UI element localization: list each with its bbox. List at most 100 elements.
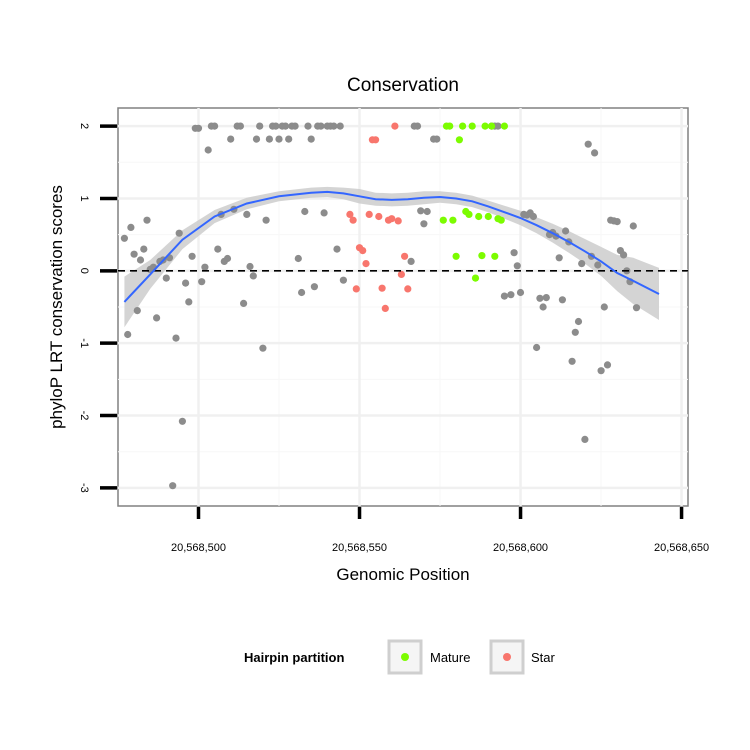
data-point-mature xyxy=(449,216,457,224)
data-point-other xyxy=(246,262,254,271)
data-point-other xyxy=(140,245,148,253)
data-point-mature xyxy=(465,210,473,218)
data-point-mature xyxy=(481,122,489,130)
data-point-other xyxy=(136,256,145,264)
axes: 20,568,500 20,568,550 20,568,600 20,568,650… xyxy=(78,123,709,554)
data-point-other xyxy=(500,292,508,300)
data-point-other xyxy=(568,357,576,365)
legend-label-mature: Mature xyxy=(430,650,470,665)
data-point-other xyxy=(182,279,190,287)
data-point-other xyxy=(153,314,161,322)
data-point-other xyxy=(259,344,267,352)
data-point-other xyxy=(201,263,209,271)
y-axis-title: phyloP LRT conservation scores xyxy=(47,185,66,429)
data-point-other xyxy=(591,149,599,157)
data-point-other xyxy=(256,122,264,130)
data-point-other xyxy=(620,251,628,259)
data-point-other xyxy=(433,135,441,143)
data-point-mature xyxy=(446,122,454,130)
y-tick-label: -3 xyxy=(78,483,90,493)
confidence-ribbon-layer xyxy=(124,186,659,328)
data-point-other xyxy=(516,288,525,297)
y-tick-label: 2 xyxy=(78,123,90,129)
data-point-star xyxy=(349,216,357,224)
data-point-other xyxy=(214,245,222,253)
data-point-other xyxy=(223,254,232,263)
x-tick-label: 20,568,550 xyxy=(332,542,387,554)
data-point-mature xyxy=(500,122,508,130)
data-point-star xyxy=(388,215,396,223)
chart-title: Conservation xyxy=(347,75,459,96)
data-point-star xyxy=(372,136,380,144)
legend-title: Hairpin partition xyxy=(244,650,344,665)
data-point-other xyxy=(629,222,637,230)
data-point-other xyxy=(320,209,328,217)
data-point-mature xyxy=(471,274,480,282)
data-point-other xyxy=(562,227,570,235)
data-point-other xyxy=(584,140,592,148)
data-point-mature xyxy=(475,212,483,221)
data-point-mature xyxy=(484,212,492,221)
data-point-other xyxy=(571,328,579,336)
legend-label-star: Star xyxy=(531,650,556,665)
data-point-other xyxy=(252,135,261,143)
data-point-other xyxy=(420,220,428,228)
data-point-other xyxy=(494,122,502,130)
legend: Hairpin partition Mature Star xyxy=(244,639,556,675)
data-point-other xyxy=(175,229,183,237)
x-axis-title: Genomic Position xyxy=(336,565,469,584)
data-point-other xyxy=(291,122,299,130)
data-point-other xyxy=(172,334,180,342)
data-point-star xyxy=(346,210,354,218)
data-point-other xyxy=(169,482,177,490)
data-point-other xyxy=(285,135,293,143)
y-tick-label: 0 xyxy=(78,268,90,274)
data-point-star xyxy=(352,285,360,293)
data-point-other xyxy=(632,304,641,312)
data-point-other xyxy=(613,218,621,226)
data-point-other xyxy=(204,146,212,154)
data-point-star xyxy=(375,212,383,221)
x-tick-label: 20,568,500 xyxy=(171,542,226,554)
data-point-mature xyxy=(491,252,499,260)
data-point-other xyxy=(211,122,219,130)
data-point-other xyxy=(133,307,141,315)
data-point-other xyxy=(272,122,280,130)
y-tick-label: 1 xyxy=(78,195,90,201)
data-point-other xyxy=(236,122,244,130)
data-point-other xyxy=(581,435,589,443)
data-point-other xyxy=(578,260,586,268)
data-point-other xyxy=(265,135,273,143)
data-point-other xyxy=(281,122,290,130)
data-points-layer xyxy=(120,122,641,490)
data-point-other xyxy=(294,254,302,263)
data-point-other xyxy=(413,122,422,130)
data-point-star xyxy=(362,260,370,268)
data-point-other xyxy=(600,303,608,311)
data-point-other xyxy=(185,298,193,306)
data-point-other xyxy=(555,254,563,262)
data-point-other xyxy=(194,124,203,132)
data-point-star xyxy=(359,247,367,255)
data-point-other xyxy=(417,207,425,215)
data-point-other xyxy=(243,210,251,218)
data-point-other xyxy=(304,122,312,130)
data-point-other xyxy=(249,272,257,280)
x-tick-label: 20,568,650 xyxy=(654,542,709,554)
loess-smooth-line xyxy=(123,190,660,303)
data-point-mature xyxy=(459,122,467,130)
legend-dot-mature xyxy=(401,653,409,661)
x-tick-label: 20,568,600 xyxy=(493,542,548,554)
legend-dot-star xyxy=(503,653,511,661)
data-point-other xyxy=(178,417,186,425)
data-point-star xyxy=(381,304,389,312)
data-point-other xyxy=(298,288,306,297)
smooth-line-layer xyxy=(118,190,688,303)
data-point-star xyxy=(397,270,405,278)
grid-lines xyxy=(118,108,688,506)
data-point-other xyxy=(198,278,206,286)
y-tick-label: -1 xyxy=(78,338,90,348)
data-point-other xyxy=(594,261,602,269)
data-point-mature xyxy=(497,216,505,224)
